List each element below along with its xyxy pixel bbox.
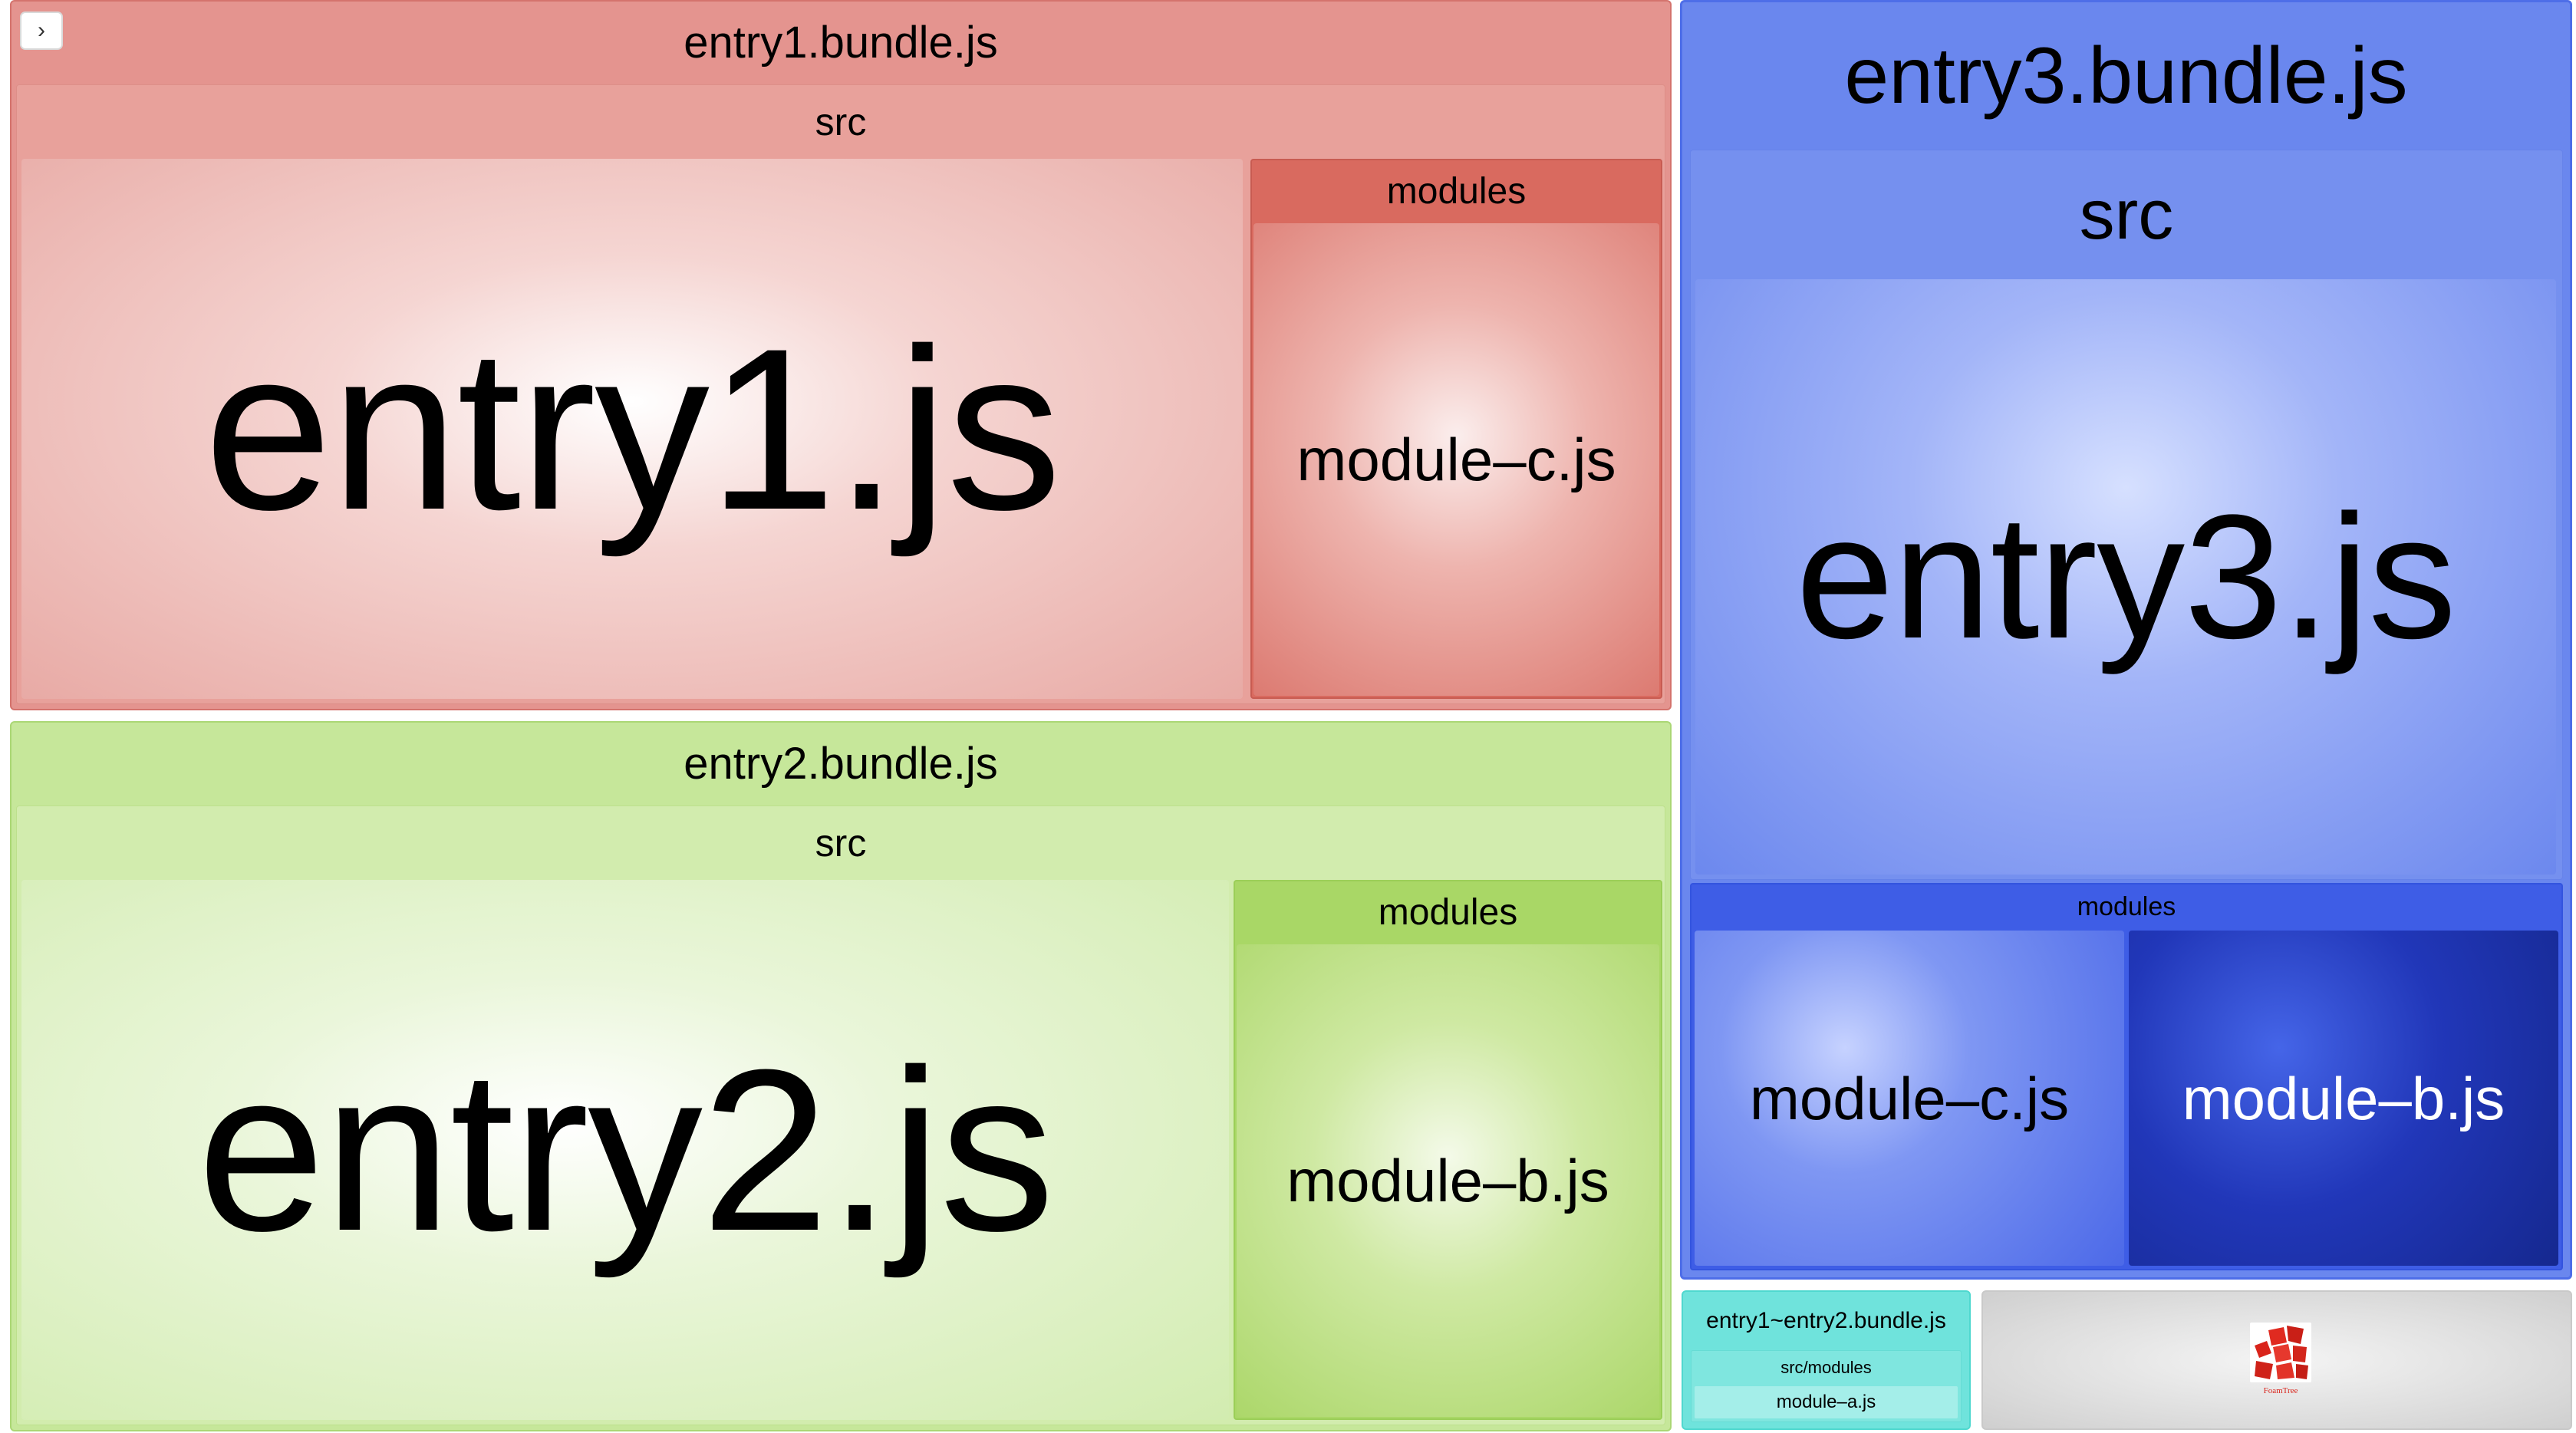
bundle-entry1-entry2-shared[interactable]: entry1~entry2.bundle.js src/modules modu…: [1682, 1290, 1971, 1430]
bundle-label: entry1.bundle.js: [684, 18, 998, 68]
chevron-right-icon: ›: [38, 18, 45, 43]
foamtree-logo-text: FoamTree: [2264, 1386, 2298, 1395]
folder-label: src: [815, 822, 867, 865]
folder-src[interactable]: src entry1.js modules module–c.js: [16, 84, 1665, 704]
module-c[interactable]: module–c.js: [1695, 931, 2124, 1266]
folder-label: src: [815, 100, 867, 143]
bundle-label: entry1~entry2.bundle.js: [1706, 1308, 1946, 1333]
folder-label: modules: [2077, 892, 2176, 921]
module-c[interactable]: module–c.js: [1253, 223, 1659, 696]
folder-label: modules: [1386, 171, 1527, 212]
folder-modules[interactable]: modules module–c.js: [1250, 159, 1662, 699]
folder-src[interactable]: src entry2.js modules module–b.js: [16, 805, 1665, 1425]
module-b[interactable]: module–b.js: [1237, 944, 1659, 1417]
module-entry3[interactable]: entry3.js: [1695, 279, 2556, 875]
bundle-entry2[interactable]: entry2.bundle.js src entry2.js modules m…: [10, 721, 1672, 1431]
foamtree-logo-icon: FoamTree: [2250, 1323, 2311, 1395]
folder-label: src/modules: [1780, 1358, 1872, 1377]
bundle-label: entry3.bundle.js: [1844, 31, 2408, 120]
folder-src[interactable]: src entry3.js: [1690, 150, 2563, 880]
foamtree-branding-tile: FoamTree: [1981, 1290, 2572, 1430]
folder-label: src: [2079, 176, 2174, 254]
folder-src-modules[interactable]: src/modules module–a.js: [1691, 1350, 1962, 1422]
bundle-entry1[interactable]: entry1.bundle.js src entry1.js modules m…: [10, 0, 1672, 710]
module-entry2[interactable]: entry2.js: [21, 880, 1229, 1420]
folder-modules[interactable]: modules module–c.js module–b.js: [1690, 883, 2563, 1270]
bundle-label: entry2.bundle.js: [684, 739, 998, 789]
bundle-entry3[interactable]: entry3.bundle.js src entry3.js modules m…: [1680, 0, 2572, 1280]
module-entry1[interactable]: entry1.js: [21, 159, 1243, 699]
sidebar-toggle-button[interactable]: ›: [20, 12, 63, 50]
folder-label: modules: [1378, 892, 1518, 933]
module-a[interactable]: module–a.js: [1695, 1386, 1958, 1418]
module-b[interactable]: module–b.js: [2129, 931, 2558, 1266]
folder-modules[interactable]: modules module–b.js: [1234, 880, 1662, 1420]
